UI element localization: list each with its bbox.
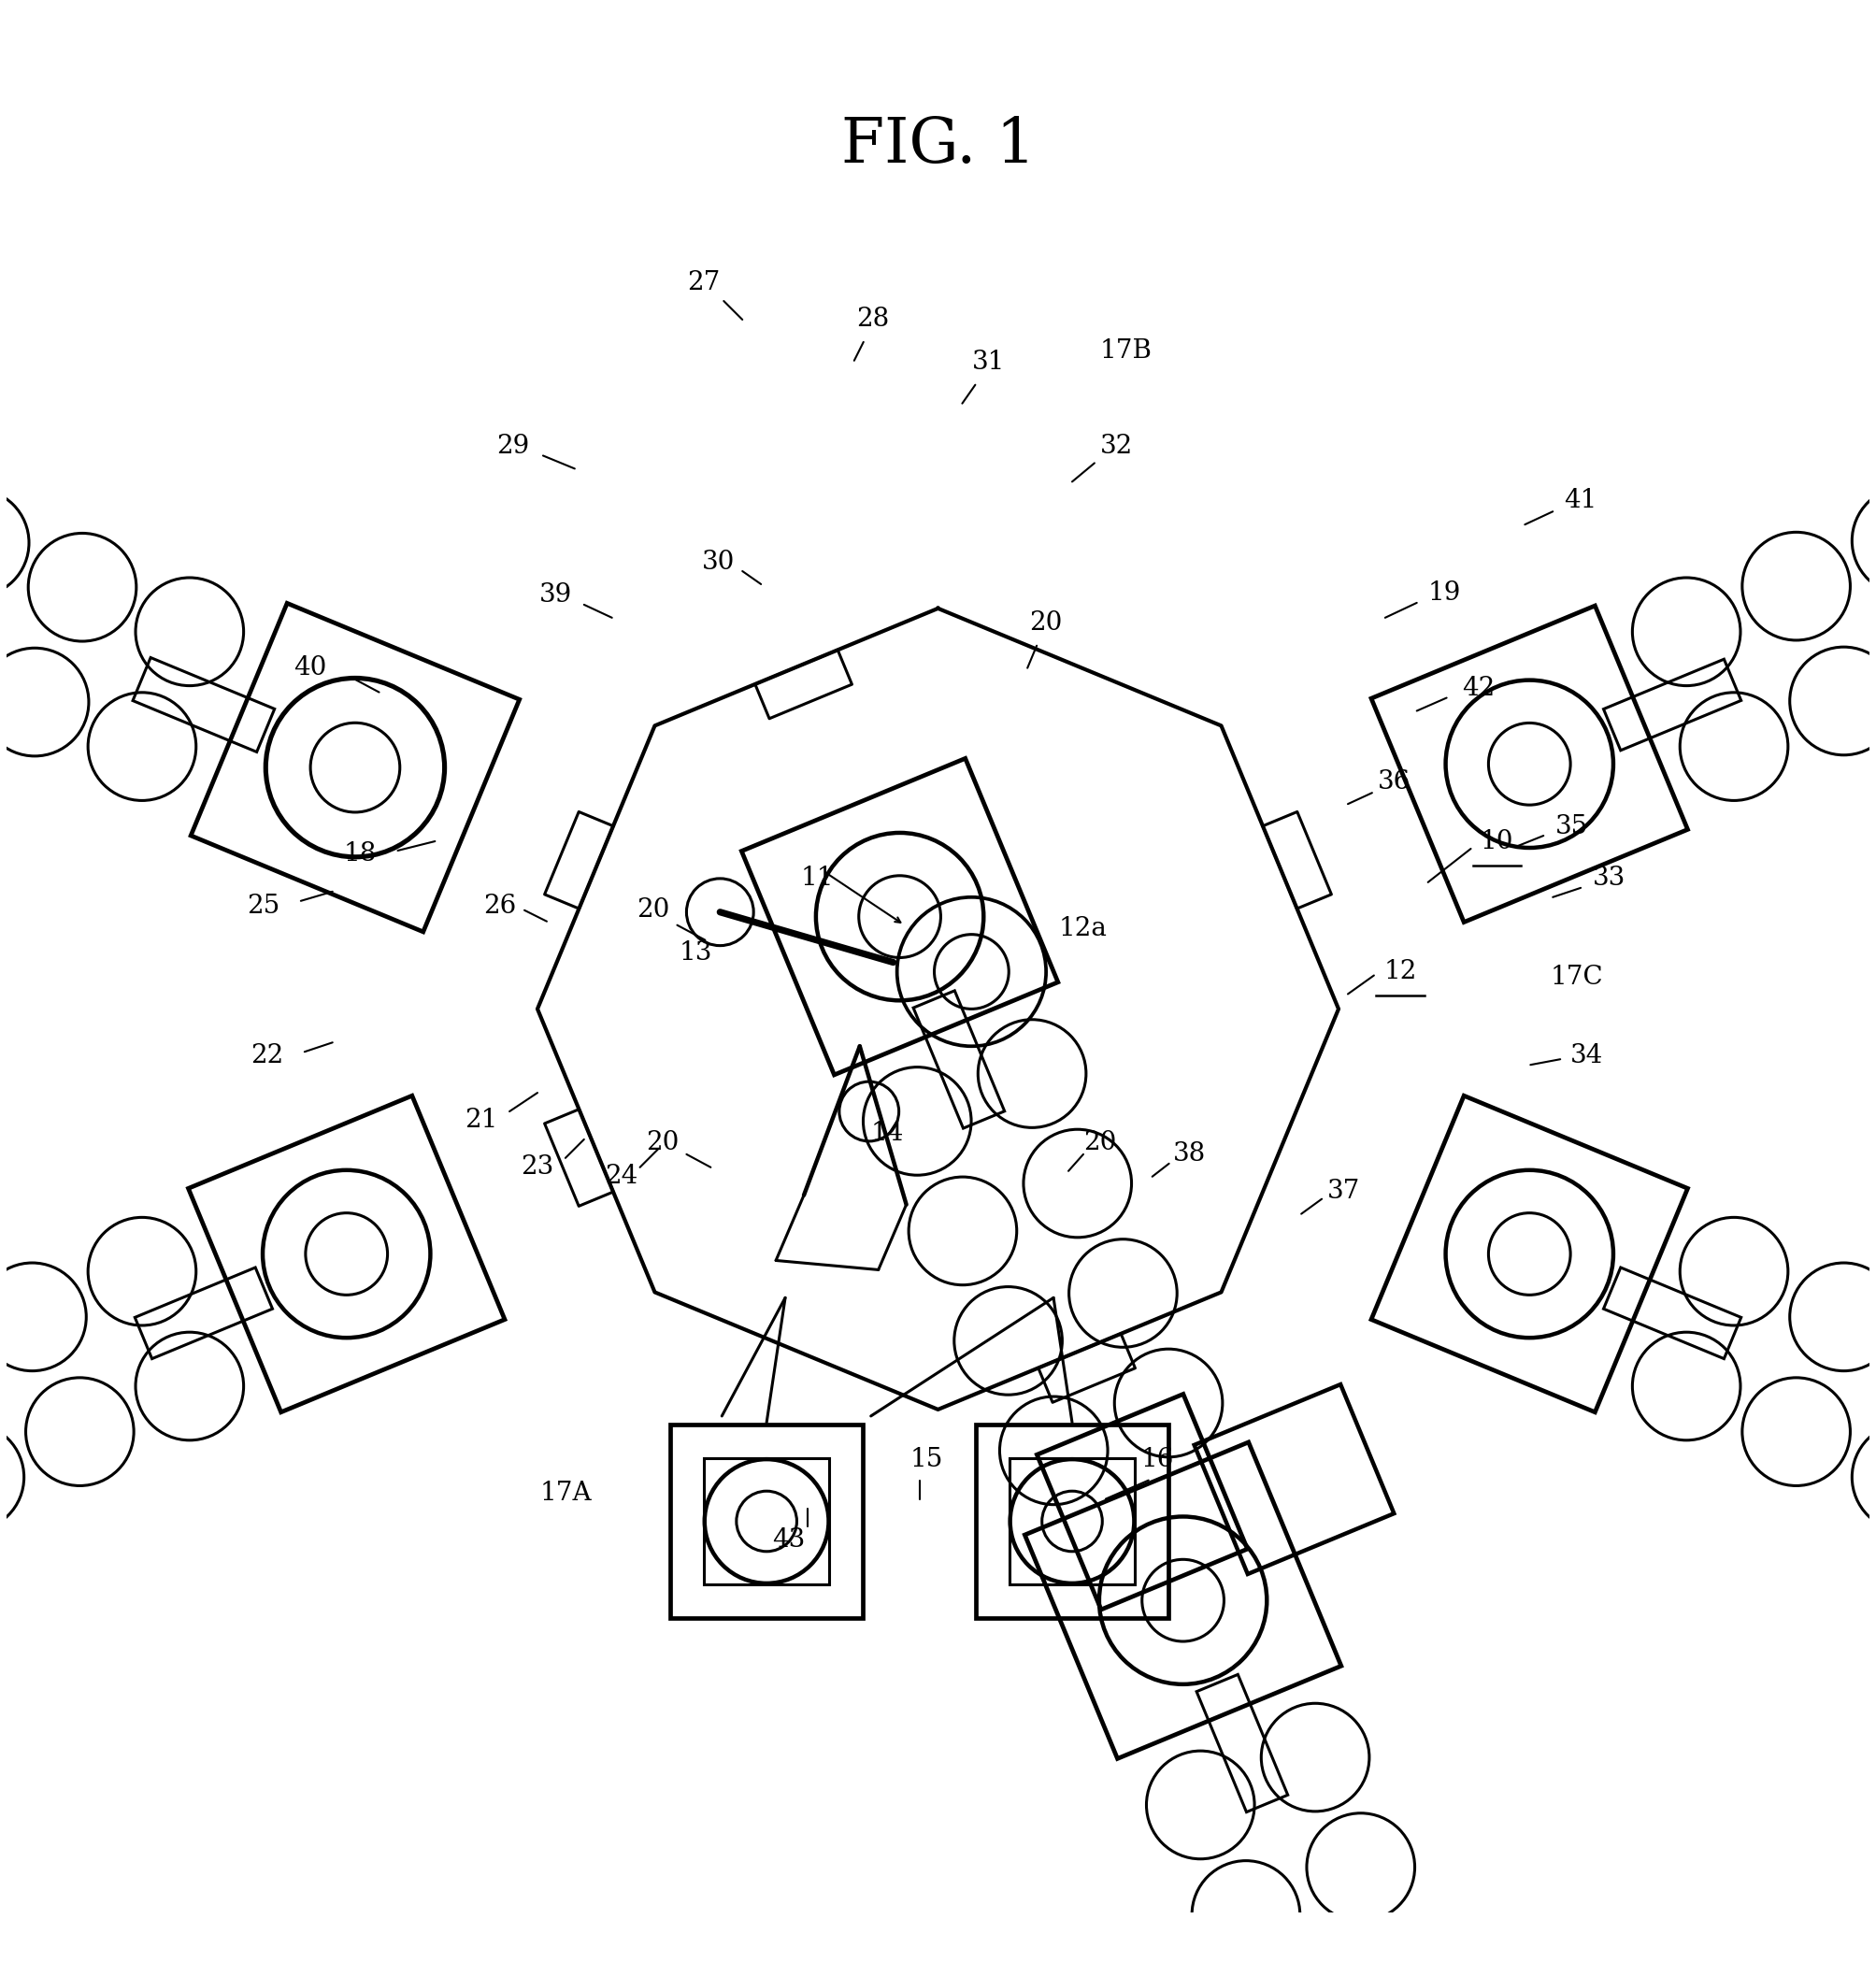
Text: 23: 23	[522, 1156, 553, 1179]
Text: 20: 20	[1030, 610, 1062, 636]
Text: 29: 29	[497, 434, 529, 459]
Text: 15: 15	[910, 1448, 944, 1472]
Text: 14: 14	[870, 1120, 904, 1146]
Text: 21: 21	[465, 1109, 499, 1134]
Text: 37: 37	[1328, 1179, 1360, 1205]
Text: 17A: 17A	[540, 1481, 591, 1507]
Text: 17B: 17B	[1099, 339, 1152, 363]
Text: 12: 12	[1383, 959, 1416, 985]
Text: 20: 20	[636, 897, 670, 922]
Text: 13: 13	[679, 940, 713, 965]
Text: 11: 11	[801, 865, 833, 891]
Text: 39: 39	[540, 583, 572, 608]
Text: 17C: 17C	[1551, 965, 1604, 991]
Text: 25: 25	[248, 895, 280, 918]
Text: 28: 28	[855, 306, 889, 332]
Text: 12a: 12a	[1060, 916, 1107, 942]
Text: 43: 43	[773, 1526, 805, 1552]
Text: 27: 27	[687, 269, 720, 294]
Text: 35: 35	[1555, 814, 1587, 840]
Text: 24: 24	[604, 1163, 638, 1189]
Text: 40: 40	[295, 655, 326, 681]
Text: 42: 42	[1461, 675, 1495, 700]
Text: 41: 41	[1565, 489, 1596, 512]
Text: 20: 20	[645, 1130, 679, 1156]
Text: 31: 31	[972, 349, 1006, 375]
Text: 19: 19	[1428, 581, 1461, 606]
Text: 20: 20	[1084, 1130, 1116, 1156]
Text: FIG. 1: FIG. 1	[840, 114, 1036, 177]
Text: 16: 16	[1141, 1448, 1174, 1472]
Text: 32: 32	[1101, 434, 1133, 459]
Text: 18: 18	[343, 842, 377, 867]
Text: 10: 10	[1480, 828, 1514, 853]
Text: 36: 36	[1379, 769, 1411, 795]
Text: 38: 38	[1172, 1142, 1206, 1167]
Text: 30: 30	[702, 549, 735, 575]
Text: 22: 22	[251, 1044, 283, 1067]
Text: 26: 26	[484, 895, 516, 918]
Text: 33: 33	[1593, 865, 1625, 891]
Text: 34: 34	[1570, 1044, 1602, 1067]
